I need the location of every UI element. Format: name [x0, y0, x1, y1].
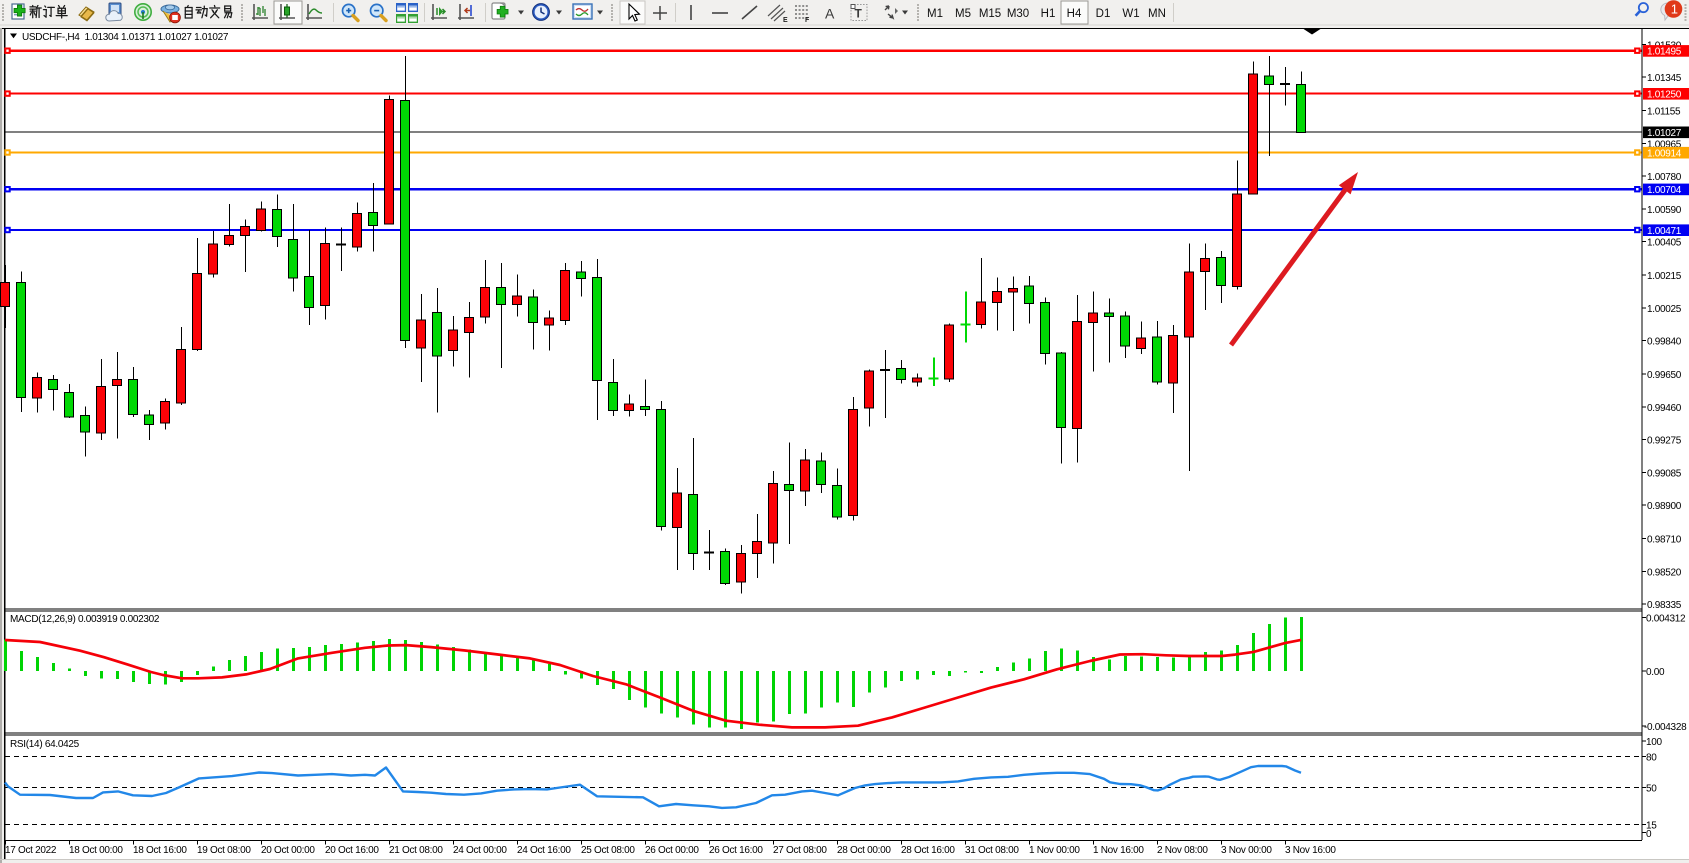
svg-text:1.00704: 1.00704 [1647, 185, 1682, 196]
svg-text:0.99650: 0.99650 [1647, 370, 1682, 381]
svg-text:0.99275: 0.99275 [1647, 435, 1682, 446]
svg-text:1.00590: 1.00590 [1647, 205, 1682, 216]
svg-text:26 Oct 00:00: 26 Oct 00:00 [645, 845, 699, 856]
svg-text:17 Oct 2022: 17 Oct 2022 [5, 845, 57, 856]
svg-text:20 Oct 16:00: 20 Oct 16:00 [325, 845, 379, 856]
svg-text:F: F [805, 17, 810, 24]
svg-text:27 Oct 08:00: 27 Oct 08:00 [773, 845, 827, 856]
svg-text:1.00780: 1.00780 [1647, 172, 1682, 183]
svg-text:1.00215: 1.00215 [1647, 271, 1682, 282]
svg-text:1 Nov 00:00: 1 Nov 00:00 [1029, 845, 1080, 856]
svg-text:1.00965: 1.00965 [1647, 140, 1682, 151]
svg-text:1.01495: 1.01495 [1647, 47, 1682, 58]
svg-text:3 Nov 00:00: 3 Nov 00:00 [1221, 845, 1272, 856]
svg-text:1.00025: 1.00025 [1647, 304, 1682, 315]
svg-text:25 Oct 08:00: 25 Oct 08:00 [581, 845, 635, 856]
svg-text:1.00914: 1.00914 [1647, 149, 1682, 160]
svg-text:100: 100 [1646, 737, 1663, 748]
svg-text:26 Oct 16:00: 26 Oct 16:00 [709, 845, 763, 856]
svg-text:E: E [783, 17, 788, 24]
svg-text:2 Nov 08:00: 2 Nov 08:00 [1157, 845, 1208, 856]
svg-text:80: 80 [1646, 753, 1657, 764]
svg-text:31 Oct 08:00: 31 Oct 08:00 [965, 845, 1019, 856]
svg-text:1.01155: 1.01155 [1647, 106, 1681, 117]
svg-text:0.99085: 0.99085 [1647, 469, 1682, 480]
svg-text:MN: MN [1148, 8, 1166, 20]
svg-text:0.00: 0.00 [1646, 667, 1665, 678]
svg-text:RSI(14) 64.0425: RSI(14) 64.0425 [10, 739, 80, 750]
svg-text:24 Oct 00:00: 24 Oct 00:00 [453, 845, 507, 856]
svg-text:0.004312: 0.004312 [1646, 614, 1686, 625]
svg-text:1 Nov 16:00: 1 Nov 16:00 [1093, 845, 1144, 856]
svg-text:M30: M30 [1007, 8, 1029, 20]
svg-text:28 Oct 16:00: 28 Oct 16:00 [901, 845, 955, 856]
svg-text:24 Oct 16:00: 24 Oct 16:00 [517, 845, 571, 856]
svg-text:T: T [855, 7, 863, 21]
svg-text:19 Oct 08:00: 19 Oct 08:00 [197, 845, 251, 856]
svg-text:H1: H1 [1041, 8, 1056, 20]
svg-text:M5: M5 [955, 8, 971, 20]
svg-text:0.98710: 0.98710 [1647, 534, 1682, 545]
svg-text:18 Oct 00:00: 18 Oct 00:00 [69, 845, 123, 856]
svg-text:MACD(12,26,9) 0.003919 0.00230: MACD(12,26,9) 0.003919 0.002302 [10, 614, 160, 625]
svg-text:15: 15 [1646, 821, 1657, 832]
svg-text:18 Oct 16:00: 18 Oct 16:00 [133, 845, 187, 856]
svg-text:H4: H4 [1067, 8, 1082, 20]
svg-text:50: 50 [1646, 784, 1657, 795]
svg-text:1: 1 [1671, 2, 1678, 17]
svg-text:1.00471: 1.00471 [1647, 226, 1682, 237]
svg-text:D1: D1 [1096, 8, 1111, 20]
svg-text:1.00405: 1.00405 [1647, 238, 1682, 249]
svg-text:0.98900: 0.98900 [1647, 501, 1682, 512]
svg-text:20 Oct 00:00: 20 Oct 00:00 [261, 845, 315, 856]
svg-text:A: A [825, 6, 835, 22]
svg-text:21 Oct 08:00: 21 Oct 08:00 [389, 845, 443, 856]
svg-text:0.98335: 0.98335 [1647, 600, 1682, 611]
svg-text:M15: M15 [979, 8, 1001, 20]
svg-text:3 Nov 16:00: 3 Nov 16:00 [1285, 845, 1336, 856]
svg-text:1.01250: 1.01250 [1647, 90, 1682, 101]
svg-text:W1: W1 [1122, 8, 1139, 20]
svg-text:0: 0 [1646, 829, 1652, 840]
svg-text:USDCHF-,H4 1.01304 1.01371 1.: USDCHF-,H4 1.01304 1.01371 1.01027 1.010… [22, 32, 229, 43]
svg-text:0.99840: 0.99840 [1647, 337, 1682, 348]
svg-text:0.99460: 0.99460 [1647, 403, 1682, 414]
svg-text:0.98520: 0.98520 [1647, 568, 1682, 579]
svg-text:-0.004328: -0.004328 [1644, 722, 1687, 733]
svg-text:1.01027: 1.01027 [1647, 128, 1682, 139]
svg-text:M1: M1 [927, 8, 943, 20]
svg-text:28 Oct 00:00: 28 Oct 00:00 [837, 845, 891, 856]
svg-text:1.01345: 1.01345 [1647, 73, 1682, 84]
